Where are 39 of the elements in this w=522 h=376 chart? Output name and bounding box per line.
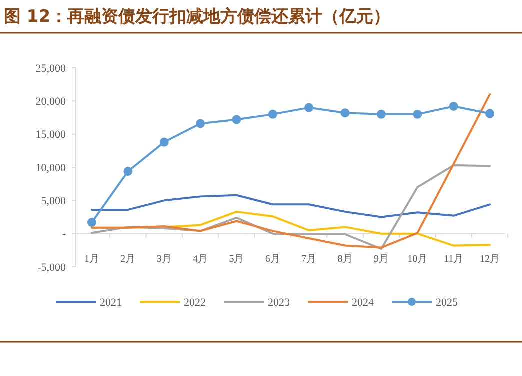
x-tick-label: 10月 [408,254,428,265]
point [196,119,206,128]
point [304,103,314,112]
legend-label: 2024 [352,296,374,309]
x-tick-label: 7月 [302,254,317,265]
line-series [91,194,491,218]
chart-title: 图 12：再融资债发行扣减地方债偿还累计（亿元） [4,7,391,27]
point [376,110,386,119]
legend-label: 2021 [100,296,122,309]
legend-label: 2023 [268,296,290,309]
x-tick-label: 11月 [444,254,464,265]
point [88,218,96,228]
x-tick-label: 2月 [120,254,136,265]
x-tick-label: 8月 [338,254,353,265]
point [340,108,350,118]
y-tick-label: 25,000 [36,62,66,75]
y-tick-label: -5,000 [38,262,66,274]
y-tick-label: 10,000 [36,162,66,174]
y-tick-label: - [62,228,66,241]
x-tick-label: 5月 [229,254,244,265]
line-series [91,164,491,250]
x-tick-label: 1月 [84,254,100,265]
x-tick-label: 3月 [156,254,172,265]
x-tick-label: 9月 [374,254,389,265]
point [160,138,169,147]
point [413,110,422,119]
point [268,110,278,119]
y-tick-label: 5,000 [41,196,66,208]
y-tick-label: 15,000 [36,129,66,142]
point [486,109,494,118]
legend-label: 2022 [184,296,206,309]
x-tick-label: 6月 [265,254,280,265]
legend-label: 2025 [436,296,458,309]
point [449,102,458,111]
point [232,115,242,124]
x-tick-label: 4月 [193,254,208,265]
y-tick-label: 20,000 [36,96,66,108]
point [124,166,133,176]
x-tick-label: 12月 [480,254,500,265]
